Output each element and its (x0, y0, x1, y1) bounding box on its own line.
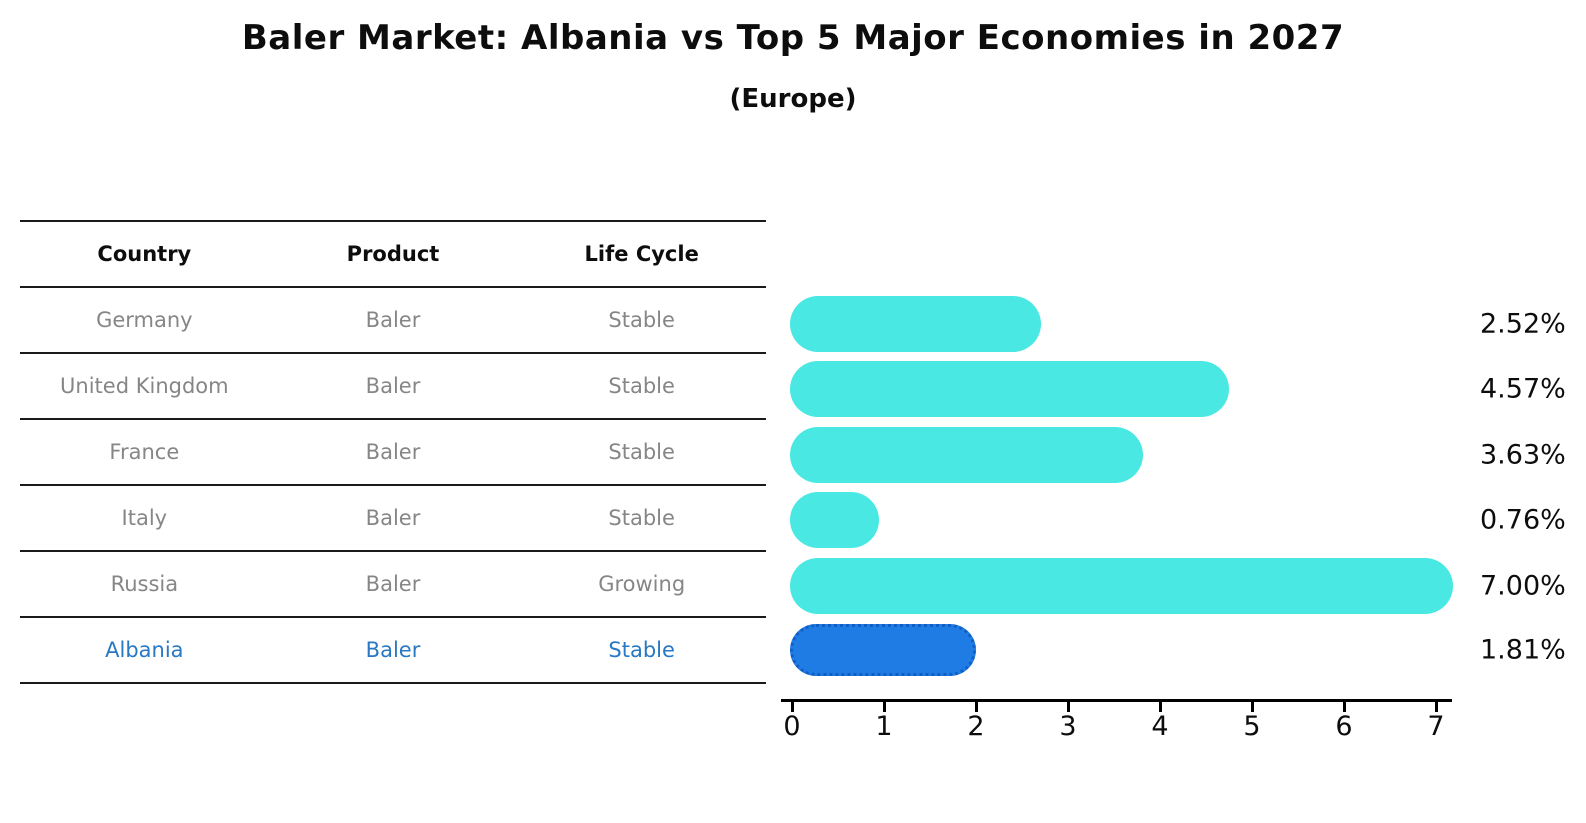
cell-product: Baler (365, 572, 421, 596)
value-label-italy: 0.76% (1480, 504, 1566, 536)
x-tick-label: 2 (967, 711, 985, 742)
cell-product: Baler (365, 440, 421, 464)
table-row-albania: Albania Baler Stable (20, 618, 766, 684)
cell-product: Baler (365, 638, 421, 662)
table-row-russia: Russia Baler Growing (20, 552, 766, 618)
cell-product: Baler (365, 506, 421, 530)
x-tick-label: 7 (1427, 711, 1445, 742)
cell-life-cycle: Growing (598, 572, 686, 596)
value-label-united-kingdom: 4.57% (1480, 373, 1566, 405)
bar-germany (790, 296, 1041, 352)
x-tick (975, 702, 978, 712)
x-tick (1067, 702, 1070, 712)
cell-life-cycle: Stable (608, 374, 675, 398)
cell-country: France (109, 440, 180, 464)
header-product: Product (346, 242, 440, 266)
x-tick (1159, 702, 1162, 712)
country-table: Country Product Life Cycle Germany Baler… (20, 220, 766, 684)
cell-country: Albania (105, 638, 184, 662)
bar-italy (790, 492, 879, 548)
x-tick-label: 3 (1059, 711, 1077, 742)
x-tick-label: 4 (1151, 711, 1169, 742)
cell-country: Russia (110, 572, 179, 596)
cell-life-cycle: Stable (608, 638, 675, 662)
x-tick (1435, 702, 1438, 712)
table-row-united-kingdom: United Kingdom Baler Stable (20, 354, 766, 420)
x-tick (1251, 702, 1254, 712)
x-tick-label: 6 (1335, 711, 1353, 742)
bar-united-kingdom (790, 361, 1229, 417)
cell-life-cycle: Stable (608, 308, 675, 332)
x-tick-label: 1 (875, 711, 893, 742)
chart-subtitle: (Europe) (729, 84, 857, 114)
header-life-cycle: Life Cycle (584, 242, 699, 266)
cell-life-cycle: Stable (608, 440, 675, 464)
x-axis-line (781, 699, 1452, 702)
bar-france (790, 427, 1143, 483)
bar-russia (790, 558, 1453, 614)
chart-title: Baler Market: Albania vs Top 5 Major Eco… (241, 18, 1345, 58)
x-tick (1343, 702, 1346, 712)
cell-country: Italy (121, 506, 168, 530)
value-label-germany: 2.52% (1480, 308, 1566, 340)
x-tick-label: 5 (1243, 711, 1261, 742)
value-label-albania: 1.81% (1480, 634, 1566, 666)
cell-country: Germany (96, 308, 193, 332)
value-label-russia: 7.00% (1480, 570, 1566, 602)
x-tick-label: 0 (783, 711, 801, 742)
value-label-france: 3.63% (1480, 439, 1566, 471)
cell-product: Baler (365, 308, 421, 332)
x-tick (791, 702, 794, 712)
table-row-italy: Italy Baler Stable (20, 486, 766, 552)
table-row-germany: Germany Baler Stable (20, 288, 766, 354)
cell-country: United Kingdom (60, 374, 229, 398)
table-header-row: Country Product Life Cycle (20, 222, 766, 288)
header-country: Country (97, 242, 192, 266)
table-row-france: France Baler Stable (20, 420, 766, 486)
cell-life-cycle: Stable (608, 506, 675, 530)
x-tick (883, 702, 886, 712)
cell-product: Baler (365, 374, 421, 398)
bar-albania (790, 624, 976, 676)
